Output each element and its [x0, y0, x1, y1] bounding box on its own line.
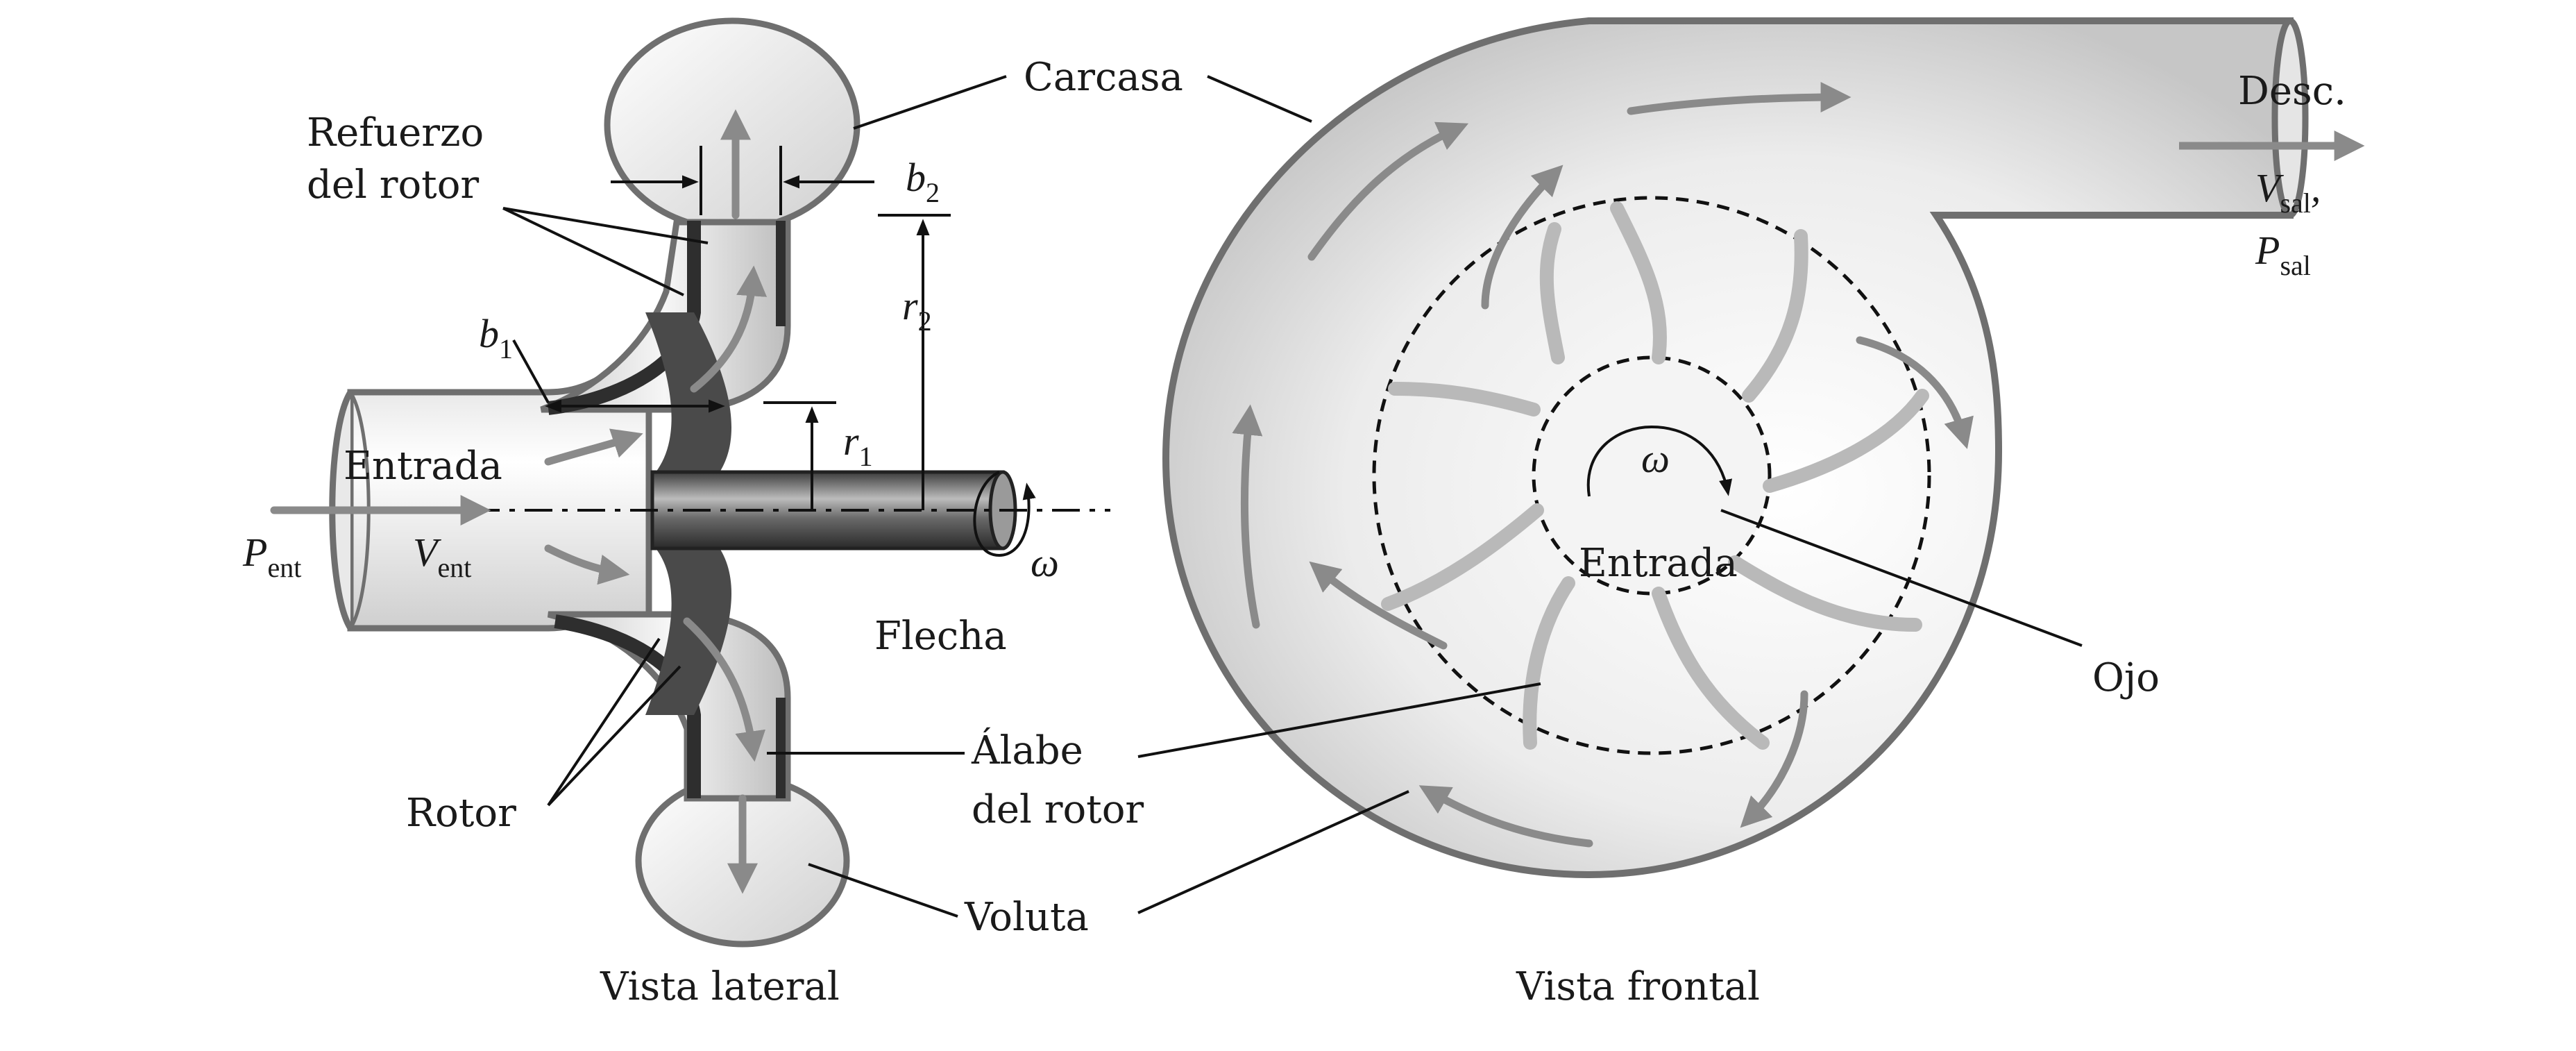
- front-view-labels: Desc. Entrada Ojo Vista frontal Vsal, Ps…: [1516, 69, 2346, 1009]
- dim-b1: [512, 339, 725, 413]
- label-housing: Carcasa: [1024, 55, 1183, 100]
- label-inlet-side: Entrada: [344, 444, 502, 489]
- dim-r1: [763, 401, 836, 510]
- dim-b2: [611, 146, 874, 215]
- front-view: [1137, 17, 2365, 914]
- symbol-omega-side: ω: [1031, 540, 1059, 585]
- impeller-vanes: [1381, 201, 1929, 750]
- symbol-omega-front: ω: [1641, 436, 1670, 481]
- omega-rotation-side: [973, 471, 1036, 557]
- label-shroud-line2: del rotor: [307, 162, 479, 208]
- impeller-outline: [1372, 196, 1931, 755]
- eye-circle: [1532, 355, 1772, 596]
- label-eye: Ojo: [2092, 655, 2160, 700]
- symbol-p-in: Pent: [242, 530, 301, 583]
- symbol-p-out: Psal: [2255, 228, 2311, 281]
- label-blade-line1: Álabe: [971, 728, 1083, 773]
- label-blade-line2: del rotor: [972, 787, 1144, 832]
- label-rotor: Rotor: [406, 791, 516, 836]
- side-view: [270, 17, 1110, 948]
- side-leaders: [502, 75, 1007, 918]
- dim-r2: [878, 214, 951, 510]
- label-inlet-front: Entrada: [1579, 541, 1738, 586]
- omega-rotation-front: [1586, 425, 1732, 497]
- symbol-v-in: Vent: [413, 530, 471, 583]
- label-shaft: Flecha: [874, 614, 1007, 659]
- label-discharge: Desc.: [2238, 69, 2346, 114]
- side-flow-arrows: [270, 109, 768, 894]
- symbol-v-out: Vsal,: [2255, 165, 2321, 219]
- front-leaders: [1137, 75, 2083, 914]
- symbol-r1: r1: [843, 419, 873, 472]
- side-view-labels: Carcasa Refuerzo del rotor Entrada Flech…: [242, 55, 1183, 1009]
- front-flow-arrows: [1232, 82, 1974, 848]
- caption-side-view: Vista lateral: [600, 964, 840, 1009]
- symbol-r2: r2: [902, 283, 932, 337]
- label-volute: Voluta: [964, 895, 1089, 940]
- discharge-pipe: [1624, 17, 2365, 219]
- label-shroud-line1: Refuerzo: [307, 110, 484, 155]
- symbol-b1: b1: [479, 311, 513, 364]
- symbol-b2: b2: [906, 155, 940, 208]
- caption-front-view: Vista frontal: [1516, 964, 1760, 1009]
